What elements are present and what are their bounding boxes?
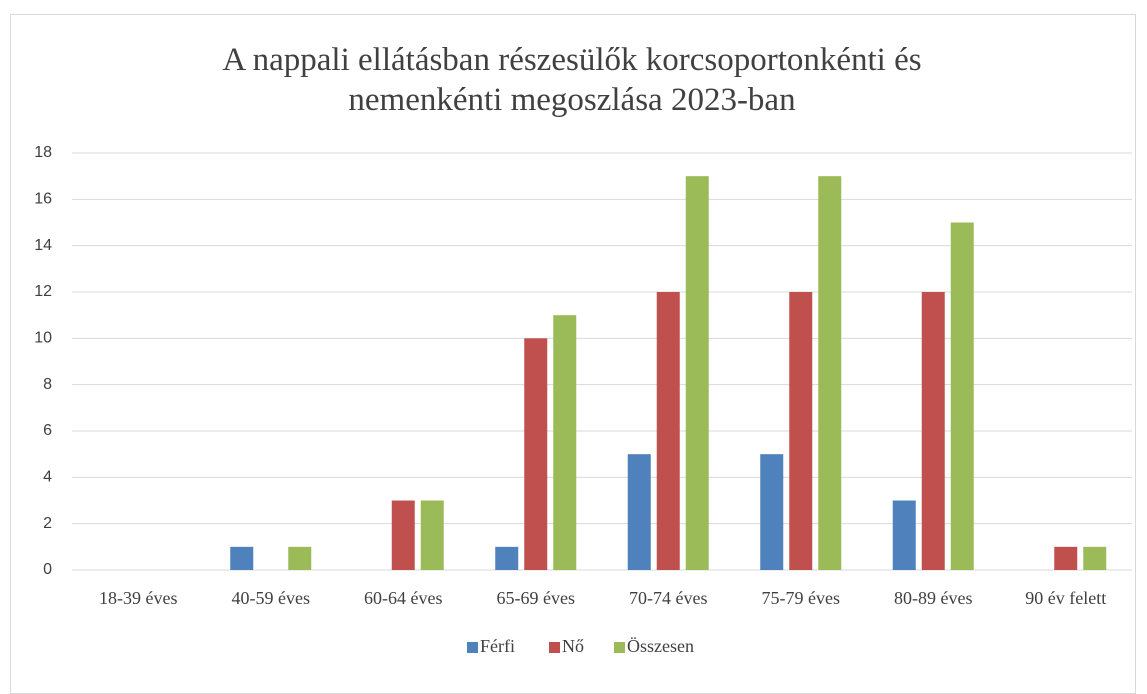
x-tick-label: 70-74 éves — [629, 588, 707, 608]
bar — [789, 292, 813, 570]
y-tick-label: 18 — [34, 144, 52, 161]
x-tick-label: 40-59 éves — [232, 588, 310, 608]
y-tick-label: 4 — [43, 469, 52, 486]
bar — [288, 546, 312, 570]
legend-swatch — [467, 642, 478, 653]
y-tick-label: 16 — [34, 191, 52, 208]
bar — [524, 338, 548, 570]
bar — [230, 546, 254, 570]
x-tick-label: 60-64 éves — [364, 588, 442, 608]
y-tick-label: 8 — [43, 376, 52, 393]
bar — [921, 292, 945, 570]
bar — [950, 222, 974, 570]
bar — [391, 500, 415, 570]
legend-swatch — [549, 642, 560, 653]
y-tick-label: 2 — [43, 515, 52, 532]
legend-swatch — [614, 642, 625, 653]
x-tick-label: 80-89 éves — [894, 588, 972, 608]
bar — [656, 292, 680, 570]
x-tick-label: 75-79 éves — [762, 588, 840, 608]
bar — [420, 500, 444, 570]
page: A nappali ellátásban részesülők korcsopo… — [10, 14, 1136, 694]
y-tick-label: 10 — [34, 330, 52, 347]
bar — [495, 546, 519, 570]
bar — [553, 315, 577, 570]
bar — [818, 176, 842, 570]
y-tick-label: 0 — [43, 561, 52, 578]
bar — [1083, 546, 1107, 570]
chart: 0 2 4 6 8 10 12 14 16 18 18-39 éves 40-59 éves 60-64… — [34, 144, 1132, 656]
x-tick-label: 18-39 éves — [99, 588, 177, 608]
y-tick-label: 6 — [43, 422, 52, 439]
legend-label: Összesen — [627, 636, 694, 656]
legend-label: Férfi — [480, 636, 515, 656]
x-tick-label: 65-69 éves — [497, 588, 575, 608]
legend-label: Nő — [562, 636, 584, 656]
bar — [760, 454, 784, 570]
bar — [1054, 546, 1078, 570]
chart-title: A nappali ellátásban részesülők korcsopo… — [222, 42, 922, 118]
x-tick-label: 90 év felett — [1025, 588, 1106, 608]
bar — [892, 500, 916, 570]
bar — [627, 454, 651, 570]
y-tick-label: 14 — [34, 237, 52, 254]
bar — [685, 176, 709, 570]
y-tick-label: 12 — [34, 283, 52, 300]
